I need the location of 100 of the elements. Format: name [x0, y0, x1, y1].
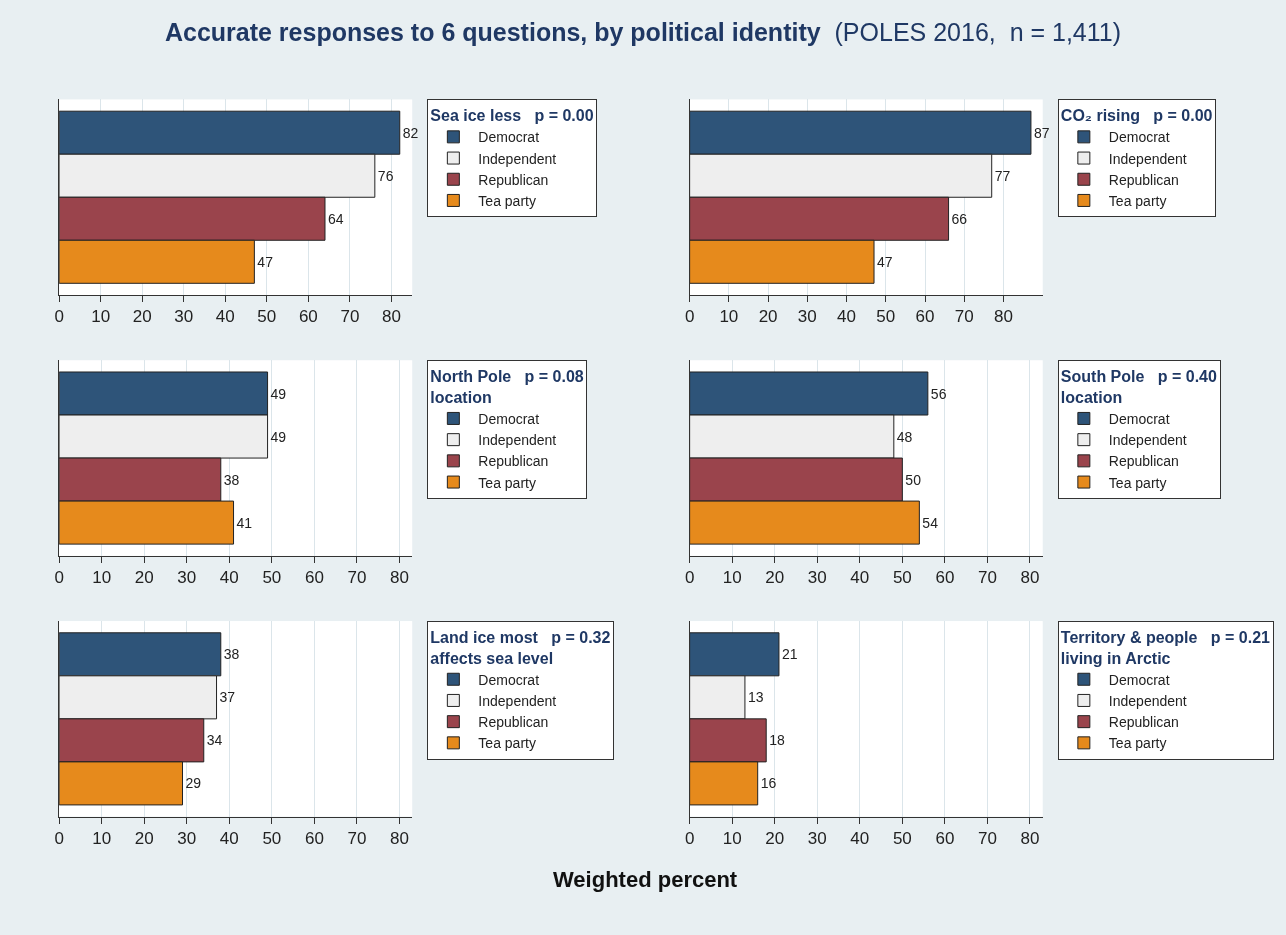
x-tick-label: 70: [977, 829, 997, 849]
x-tick-label: 70: [347, 829, 367, 849]
legend-label: Tea party: [478, 474, 536, 491]
x-tick-label: 30: [807, 568, 827, 588]
x-tick-label: 70: [347, 568, 367, 588]
legend-label: Democrat: [1108, 410, 1170, 427]
data-label: 49: [270, 385, 287, 402]
x-tick-label: 50: [892, 568, 912, 588]
x-tick-label: 40: [850, 829, 870, 849]
x-tick-label: 40: [837, 307, 857, 327]
data-label: 82: [402, 124, 419, 141]
x-tick-label: 70: [340, 307, 360, 327]
data-label: 47: [257, 253, 274, 270]
x-tick-label: 0: [54, 568, 64, 588]
data-label: 54: [922, 514, 939, 531]
legend-label: Independent: [1108, 432, 1187, 449]
legend-title: North Pole p = 0.08 location: [430, 368, 584, 406]
text: Weighted percent: [553, 867, 738, 892]
data-label: 21: [781, 646, 798, 663]
x-tick-label: 20: [132, 307, 152, 327]
data-label: 16: [760, 775, 777, 792]
legend-label: Democrat: [1108, 671, 1170, 688]
data-label: 37: [219, 689, 236, 706]
data-label: 64: [327, 210, 344, 227]
legend-label: Republican: [478, 453, 549, 470]
legend-label: Independent: [478, 432, 557, 449]
x-tick-label: 0: [54, 307, 64, 327]
x-tick-label: 40: [219, 568, 239, 588]
legend-label: Republican: [1108, 453, 1179, 470]
x-tick-label: 10: [722, 829, 742, 849]
legend-label: Tea party: [478, 192, 536, 209]
legend-label: Democrat: [478, 410, 540, 427]
legend-label: Republican: [478, 714, 549, 731]
text: Accurate responses to 6 questions, by political identity: [164, 18, 821, 47]
x-tick-label: 10: [91, 307, 111, 327]
data-label: 66: [951, 210, 968, 227]
x-tick-label: 10: [92, 829, 112, 849]
legend-label: Democrat: [1108, 129, 1170, 146]
x-tick-label: 70: [977, 568, 997, 588]
x-tick-label: 50: [876, 307, 896, 327]
data-label: 48: [896, 428, 913, 445]
x-tick-label: 80: [994, 307, 1013, 327]
x-tick-label: 30: [174, 307, 194, 327]
x-tick-label: 50: [262, 568, 282, 588]
x-tick-label: 20: [765, 568, 785, 588]
x-tick-label: 50: [257, 307, 277, 327]
data-label: 29: [185, 775, 202, 792]
legend-label: Democrat: [478, 129, 540, 146]
x-tick-label: 30: [177, 568, 197, 588]
legend-label: Independent: [1108, 150, 1187, 167]
legend-label: Independent: [478, 150, 557, 167]
legend-title: Sea ice less p = 0.00: [430, 107, 594, 125]
data-label: 47: [877, 253, 893, 270]
x-tick-label: 50: [262, 829, 282, 849]
legend-label: Tea party: [1108, 474, 1167, 491]
x-tick-label: 80: [389, 829, 409, 849]
x-tick-label: 60: [935, 568, 955, 588]
legend-label: Tea party: [478, 735, 536, 752]
x-tick-label: 40: [219, 829, 239, 849]
x-tick-label: 80: [389, 568, 409, 588]
data-label: 49: [270, 428, 287, 445]
x-tick-label: 60: [304, 829, 324, 849]
x-tick-label: 0: [54, 829, 64, 849]
legend-label: Independent: [1108, 692, 1187, 709]
data-label: 87: [1033, 124, 1050, 141]
legend-title: Land ice most p = 0.32 affects sea level: [430, 628, 611, 667]
x-tick-label: 80: [1020, 568, 1040, 588]
data-label: 38: [223, 646, 240, 663]
legend-label: Republican: [1108, 171, 1179, 188]
data-label: 56: [930, 385, 947, 402]
x-tick-label: 10: [92, 568, 112, 588]
legend-label: Republican: [1108, 714, 1179, 731]
x-tick-label: 30: [177, 829, 197, 849]
x-tick-label: 10: [719, 307, 739, 327]
x-tick-label: 0: [684, 568, 695, 588]
x-tick-label: 20: [134, 829, 154, 849]
data-label: 41: [236, 514, 253, 531]
legend-label: Republican: [478, 171, 549, 188]
x-tick-label: 60: [298, 307, 318, 327]
x-tick-label: 70: [954, 307, 974, 327]
data-label: 77: [994, 167, 1011, 184]
x-tick-label: 50: [892, 829, 912, 849]
legend-title: Territory & people p = 0.21 living in Arctic: [1060, 628, 1271, 667]
x-tick-label: 80: [1020, 829, 1040, 849]
data-label: 34: [206, 732, 223, 749]
x-tick-label: 0: [684, 829, 695, 849]
x-tick-label: 20: [758, 307, 778, 327]
data-label: 38: [223, 471, 240, 488]
x-tick-label: 40: [215, 307, 235, 327]
x-tick-label: 60: [304, 568, 324, 588]
x-tick-label: 30: [807, 829, 827, 849]
data-label: 50: [905, 471, 922, 488]
x-tick-label: 60: [915, 307, 935, 327]
x-tick-label: 10: [722, 568, 742, 588]
text: (POLES 2016, n = 1,411): [834, 18, 1122, 47]
data-label: 18: [769, 732, 785, 749]
x-tick-label: 0: [684, 307, 695, 327]
legend-title: CO₂ rising p = 0.00: [1060, 107, 1213, 125]
x-tick-label: 20: [765, 829, 785, 849]
x-tick-label: 40: [850, 568, 870, 588]
